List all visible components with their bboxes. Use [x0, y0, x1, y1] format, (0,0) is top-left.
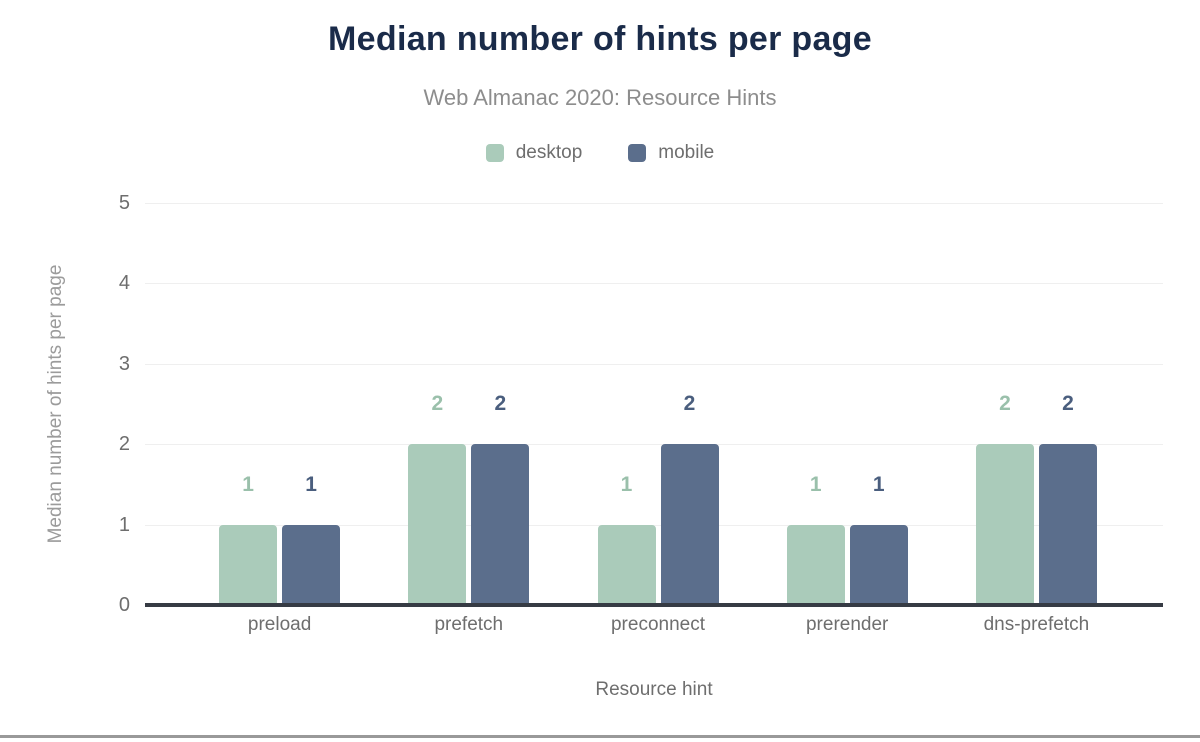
bar-value-label-desktop-dns-prefetch: 2	[999, 392, 1011, 416]
y-tick-label-3: 3	[118, 352, 130, 375]
bar-value-label-mobile-preload: 1	[305, 472, 317, 496]
bar-mobile-preconnect: 2	[660, 393, 719, 605]
bar-rect-mobile-dns-prefetch	[1038, 444, 1097, 605]
chart-title: Median number of hints per page	[328, 20, 872, 58]
y-axis-title: Median number of hints per page	[45, 264, 66, 544]
legend-swatch-mobile	[628, 144, 647, 162]
x-axis-line	[145, 603, 1163, 607]
legend-label-desktop: desktop	[515, 142, 583, 163]
bar-rect-mobile-preconnect	[660, 444, 719, 605]
y-tick-label-1: 1	[118, 513, 130, 536]
bar-value-label-desktop-prerender: 1	[809, 472, 822, 496]
bar-desktop-preconnect: 1	[597, 474, 656, 605]
gridline-2	[145, 444, 1163, 446]
x-tick-label-prefetch: prefetch	[434, 614, 504, 635]
gridline-4	[145, 283, 1163, 285]
footer-rule	[0, 735, 1200, 738]
bar-rect-desktop-prefetch	[408, 444, 467, 605]
bar-mobile-dns-prefetch: 2	[1038, 393, 1097, 605]
legend-item-desktop: desktop	[485, 142, 583, 164]
legend: desktop mobile	[0, 142, 1200, 164]
bar-mobile-preload: 1	[282, 474, 341, 605]
bar-rect-mobile-prerender	[849, 524, 908, 605]
bar-rect-desktop-dns-prefetch	[975, 444, 1034, 605]
bar-value-label-desktop-preconnect: 1	[620, 472, 633, 496]
y-tick-label-4: 4	[118, 272, 130, 295]
legend-swatch-desktop	[485, 144, 504, 162]
bar-desktop-prerender: 1	[786, 474, 845, 605]
bar-rect-desktop-prerender	[786, 524, 845, 605]
y-tick-label-5: 5	[118, 192, 130, 214]
bar-rect-mobile-preload	[282, 524, 341, 605]
bar-desktop-dns-prefetch: 2	[975, 393, 1034, 605]
bar-value-label-mobile-dns-prefetch: 2	[1062, 392, 1074, 416]
bar-mobile-prefetch: 2	[471, 393, 530, 605]
gridline-5	[145, 203, 1163, 204]
x-axis-title: Resource hint	[595, 679, 713, 700]
bar-desktop-preload: 1	[219, 474, 278, 605]
bar-rect-desktop-preload	[219, 524, 278, 605]
bar-rect-desktop-preconnect	[597, 524, 656, 605]
chart-subtitle: Web Almanac 2020: Resource Hints	[423, 85, 777, 110]
x-tick-label-preload: preload	[247, 614, 312, 635]
bar-value-label-mobile-preconnect: 2	[683, 392, 696, 416]
gridline-3	[145, 363, 1163, 365]
bar-value-label-desktop-prefetch: 2	[431, 392, 444, 416]
x-tick-label-dns-prefetch: dns-prefetch	[983, 614, 1090, 635]
legend-item-mobile: mobile	[628, 142, 714, 164]
y-tick-label-0: 0	[118, 594, 130, 616]
bar-value-label-mobile-prerender: 1	[872, 472, 885, 496]
y-tick-label-2: 2	[118, 433, 130, 456]
bar-mobile-prerender: 1	[849, 474, 908, 605]
bar-value-label-mobile-prefetch: 2	[494, 392, 507, 416]
bar-rect-mobile-prefetch	[471, 444, 530, 605]
x-tick-label-prerender: prerender	[805, 614, 889, 635]
bar-desktop-prefetch: 2	[408, 393, 467, 605]
bar-value-label-desktop-preload: 1	[242, 472, 254, 496]
legend-label-mobile: mobile	[658, 142, 715, 163]
x-tick-label-preconnect: preconnect	[610, 614, 705, 635]
